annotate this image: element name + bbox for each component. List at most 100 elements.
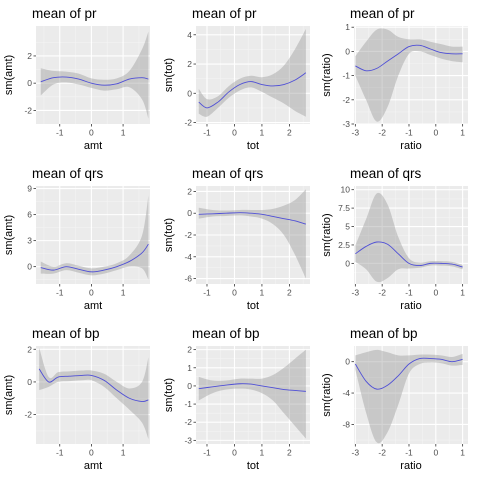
y-tick-label: 7.5 — [338, 203, 350, 213]
y-tick-label: -2 — [184, 118, 192, 128]
x-tick-label: 1 — [460, 128, 465, 138]
x-axis-label: ratio — [400, 140, 421, 152]
y-tick-label: -8 — [342, 419, 350, 429]
x-tick-label: 0 — [232, 448, 237, 458]
confidence-band — [355, 349, 463, 444]
panel-title: mean of bp — [350, 326, 418, 341]
x-tick-label: 0 — [89, 448, 94, 458]
x-tick-label: 1 — [121, 128, 126, 138]
confidence-band — [40, 195, 149, 280]
x-tick-label: 0 — [433, 288, 438, 298]
x-axis-label: amt — [84, 300, 102, 312]
y-tick-label: 0 — [345, 46, 350, 56]
y-tick-label: -3 — [184, 435, 192, 445]
panel-background — [36, 346, 150, 444]
x-tick-label: 0 — [89, 288, 94, 298]
x-tick-label: -1 — [56, 128, 64, 138]
panel-title: mean of bp — [32, 326, 100, 341]
x-tick-label: -1 — [203, 128, 211, 138]
x-tick-label: 1 — [260, 288, 265, 298]
panel-1: -1 0 1 -2 0 2 mean of pr amt sm(amt) — [3, 6, 150, 152]
panel-title: mean of pr — [350, 6, 415, 21]
x-tick-label: -3 — [352, 448, 360, 458]
panel-title: mean of qrs — [350, 166, 422, 181]
y-tick-label: 0 — [27, 377, 32, 387]
x-tick-label: -3 — [352, 288, 360, 298]
y-tick-label: 10 — [341, 185, 351, 195]
smooth-line — [355, 241, 463, 268]
y-tick-label: 0 — [27, 78, 32, 88]
x-tick-label: 0 — [232, 288, 237, 298]
y-tick-label: -4 — [184, 252, 192, 262]
x-tick-label: 1 — [121, 448, 126, 458]
x-axis-label: ratio — [400, 300, 421, 312]
y-tick-label: -6 — [184, 274, 192, 284]
y-tick-label: 1 — [187, 363, 192, 373]
panel-title: mean of qrs — [32, 166, 104, 181]
panel-title: mean of pr — [32, 6, 97, 21]
x-axis-label: tot — [247, 460, 259, 472]
y-tick-label: -1 — [184, 399, 192, 409]
x-tick-label: 2 — [287, 288, 292, 298]
y-tick-label: 2 — [187, 186, 192, 196]
x-tick-label: -1 — [405, 128, 413, 138]
smooth-line — [198, 212, 307, 225]
x-tick-label: 1 — [460, 288, 465, 298]
smooth-line — [38, 368, 149, 403]
y-axis-label: sm(tot) — [163, 378, 175, 412]
smooth-line — [198, 72, 307, 109]
x-tick-label: -1 — [203, 448, 211, 458]
y-tick-label: 0 — [187, 208, 192, 218]
panel-background — [36, 186, 150, 284]
x-tick-label: -2 — [378, 448, 386, 458]
y-tick-label: 2 — [27, 344, 32, 354]
confidence-band — [355, 28, 463, 122]
x-axis-label: tot — [247, 300, 259, 312]
y-tick-label: 1 — [345, 22, 350, 32]
x-tick-label: -2 — [378, 128, 386, 138]
panel-9: -3 -2 -1 0 1 -8 -4 0 mean of bp ratio sm(ratio) — [321, 326, 468, 472]
x-tick-label: -1 — [405, 448, 413, 458]
y-tick-label: -2 — [342, 95, 350, 105]
x-tick-label: 0 — [232, 128, 237, 138]
y-tick-label: -3 — [342, 119, 350, 129]
x-tick-label: 0 — [89, 128, 94, 138]
x-tick-label: 0 — [433, 128, 438, 138]
y-tick-label: -2 — [184, 417, 192, 427]
y-tick-label: 0 — [27, 262, 32, 272]
x-tick-label: -1 — [405, 288, 413, 298]
x-tick-label: -1 — [56, 288, 64, 298]
y-axis-label: sm(ratio) — [321, 373, 333, 416]
x-tick-label: -1 — [203, 288, 211, 298]
y-axis-label: sm(amt) — [3, 55, 15, 95]
x-axis-label: ratio — [400, 460, 421, 472]
smooth-line — [354, 357, 463, 390]
confidence-band — [198, 189, 306, 279]
x-tick-label: 2 — [287, 448, 292, 458]
smooth-line — [40, 243, 149, 273]
y-tick-label: 4 — [187, 30, 192, 40]
smooth-line — [198, 383, 306, 392]
x-tick-label: 2 — [287, 128, 292, 138]
confidence-band — [355, 192, 463, 283]
y-axis-label: sm(tot) — [163, 218, 175, 252]
y-tick-label: 5 — [345, 222, 350, 232]
x-tick-label: 1 — [121, 288, 126, 298]
y-tick-label: 6 — [27, 210, 32, 220]
x-axis-label: tot — [247, 140, 259, 152]
x-tick-label: 1 — [260, 128, 265, 138]
y-tick-label: 9 — [27, 184, 32, 194]
y-tick-label: 0 — [345, 258, 350, 268]
y-axis-label: sm(ratio) — [321, 213, 333, 256]
y-tick-label: -2 — [24, 105, 32, 115]
panel-title: mean of qrs — [192, 166, 264, 181]
y-axis-label: sm(amt) — [3, 215, 15, 255]
x-tick-label: 1 — [460, 448, 465, 458]
confidence-band — [198, 349, 306, 439]
